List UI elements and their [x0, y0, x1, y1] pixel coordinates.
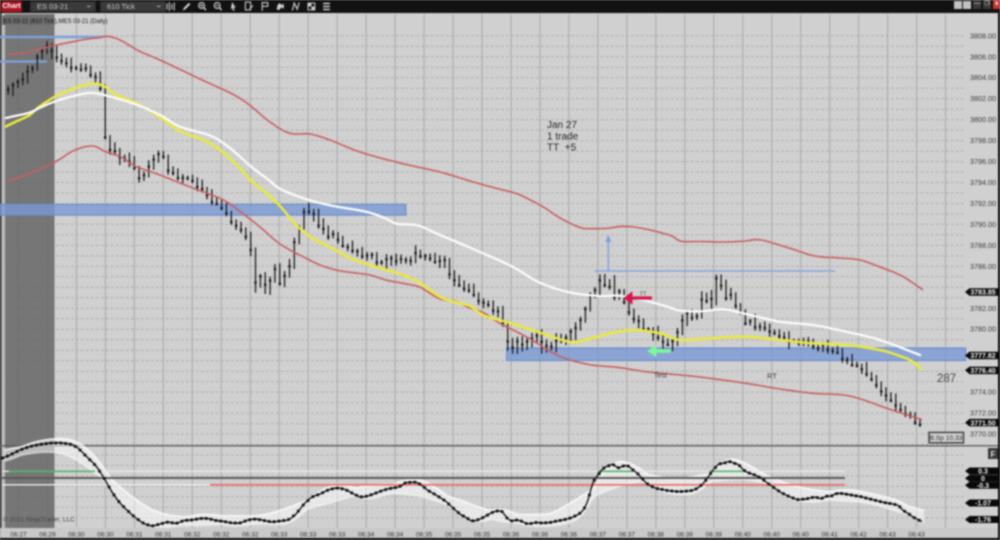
svg-text:3800.00: 3800.00	[970, 115, 996, 124]
svg-text:-1.07: -1.07	[975, 501, 991, 508]
svg-text:06:32: 06:32	[184, 532, 201, 539]
svg-text:06:33: 06:33	[329, 532, 346, 539]
svg-text:06:32: 06:32	[242, 532, 259, 539]
svg-text:3806.00: 3806.00	[970, 52, 996, 61]
svg-text:06:43: 06:43	[879, 532, 896, 539]
svg-text:TT: TT	[640, 292, 648, 298]
svg-text:ES 03-21 (610 Tick),: ES 03-21 (610 Tick),	[4, 19, 59, 25]
svg-text:TT +5: TT +5	[547, 143, 577, 154]
svg-text:RT: RT	[767, 372, 777, 381]
svg-text:F: F	[991, 450, 996, 459]
svg-text:MES 03-21 (Daily): MES 03-21 (Daily)	[59, 19, 108, 25]
svg-text:06:39: 06:39	[677, 532, 694, 539]
svg-text:3798.00: 3798.00	[970, 136, 996, 145]
svg-text:3774.00: 3774.00	[970, 388, 996, 397]
svg-text:287: 287	[937, 373, 956, 385]
svg-text:06:31: 06:31	[126, 532, 143, 539]
svg-text:06:33: 06:33	[300, 532, 317, 539]
svg-text:06:36: 06:36	[503, 532, 520, 539]
svg-text:06:43: 06:43	[908, 532, 925, 539]
svg-text:06:41: 06:41	[822, 532, 839, 539]
svg-text:3796.00: 3796.00	[970, 157, 996, 166]
svg-text:06:40: 06:40	[735, 532, 752, 539]
svg-text:3804.00: 3804.00	[970, 73, 996, 82]
svg-text:B.Sp 10.33: B.Sp 10.33	[930, 435, 963, 442]
svg-text:06:40: 06:40	[764, 532, 781, 539]
svg-text:© 2021 NinjaTrader, LLC: © 2021 NinjaTrader, LLC	[3, 516, 75, 524]
svg-text:3783.85: 3783.85	[970, 290, 995, 297]
svg-text:3772.00: 3772.00	[970, 409, 996, 418]
svg-text:06:35: 06:35	[445, 532, 462, 539]
svg-text:06:34: 06:34	[358, 532, 375, 539]
svg-text:3782.00: 3782.00	[970, 304, 996, 313]
svg-text:06:29: 06:29	[39, 532, 56, 539]
svg-text:06:32: 06:32	[213, 532, 230, 539]
svg-text:3776.40: 3776.40	[970, 368, 995, 375]
svg-text:3790.00: 3790.00	[970, 220, 996, 229]
svg-text:3788.00: 3788.00	[970, 241, 996, 250]
svg-text:06:38: 06:38	[648, 532, 665, 539]
svg-text:Test: Test	[654, 373, 667, 380]
svg-text:06:39: 06:39	[706, 532, 723, 539]
svg-text:1 trade: 1 trade	[547, 132, 579, 143]
svg-text:06:31: 06:31	[155, 532, 172, 539]
svg-text:06:35: 06:35	[474, 532, 491, 539]
svg-text:06:30: 06:30	[97, 532, 114, 539]
svg-text:06:34: 06:34	[387, 532, 404, 539]
svg-text:06:37: 06:37	[619, 532, 636, 539]
svg-text:06:33: 06:33	[271, 532, 288, 539]
svg-text:-0.3: -0.3	[977, 483, 989, 490]
svg-text:06:27: 06:27	[10, 532, 27, 539]
svg-text:0.3: 0.3	[978, 469, 988, 476]
svg-text:06:36: 06:36	[561, 532, 578, 539]
svg-text:06:42: 06:42	[850, 532, 867, 539]
svg-text:06:36: 06:36	[532, 532, 549, 539]
svg-text:06:40: 06:40	[793, 532, 810, 539]
svg-text:0: 0	[981, 476, 985, 483]
svg-text:3808.00: 3808.00	[970, 31, 996, 40]
svg-text:3780.00: 3780.00	[970, 325, 996, 334]
svg-text:3777.82: 3777.82	[970, 353, 995, 360]
svg-text:3794.00: 3794.00	[970, 178, 996, 187]
svg-text:3770.00: 3770.00	[970, 430, 996, 439]
svg-text:3786.00: 3786.00	[970, 262, 996, 271]
svg-text:-1.76: -1.76	[975, 517, 991, 524]
svg-text:3771.50: 3771.50	[970, 420, 995, 427]
svg-text:Jan 27: Jan 27	[547, 120, 577, 131]
svg-text:3802.00: 3802.00	[970, 94, 996, 103]
svg-text:3792.00: 3792.00	[970, 199, 996, 208]
svg-text:06:37: 06:37	[590, 532, 607, 539]
svg-text:06:35: 06:35	[416, 532, 433, 539]
svg-text:06:30: 06:30	[68, 532, 85, 539]
